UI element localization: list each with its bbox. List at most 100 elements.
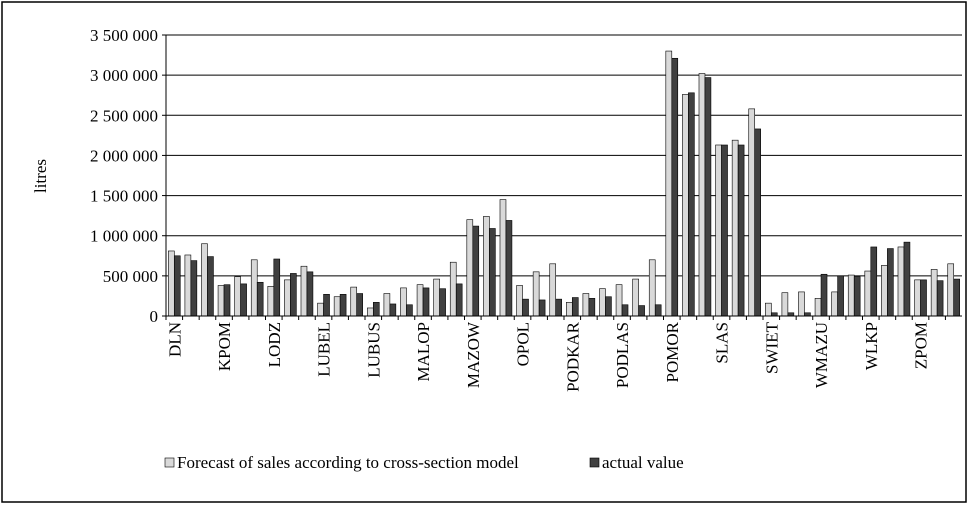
bar [621,304,629,317]
bar [472,225,480,317]
x-tick-label: SLAS [713,322,732,364]
bar [566,302,573,317]
bar [250,259,258,317]
bar [831,291,838,317]
x-tick-label: ZPOM [912,322,931,369]
bar [853,276,861,317]
bar [532,271,540,317]
x-tick-label: SWIET [762,321,781,374]
bar [284,279,291,317]
legend-label: actual value [602,453,684,472]
bar [323,294,330,317]
x-tick-label: WLKP [862,322,881,370]
bar [372,302,380,317]
bar [870,246,878,317]
bar [698,73,706,317]
bar [615,284,623,317]
bar [820,273,828,317]
bar [754,128,761,317]
y-tick-label: 2 000 000 [90,146,158,165]
x-tick-label: OPOL [514,322,533,366]
bar [168,250,175,317]
y-tick-label: 2 500 000 [90,106,158,125]
y-tick-label: 0 [150,307,159,326]
x-tick-label: PODKAR [563,321,582,392]
bar [914,279,921,317]
bar [416,284,424,317]
x-tick-label: LODZ [265,322,284,367]
bar [605,296,612,317]
bar [798,291,805,317]
bar [290,273,297,317]
bar [731,139,739,317]
bar [538,299,546,317]
bar [688,92,695,317]
bar [449,261,457,317]
bar [422,287,430,317]
bar [897,246,905,317]
bar [256,281,264,317]
bar [367,307,374,317]
bar [333,296,341,317]
bar [648,259,656,317]
bar [483,216,490,317]
bar [489,228,496,317]
bar [223,284,231,317]
legend-label: Forecast of sales according to cross-sec… [177,453,519,472]
x-tick-label: MALOP [414,322,433,382]
bar [837,275,844,317]
bar [383,293,391,317]
bar [516,285,523,317]
legend-swatch [589,457,600,468]
bar [555,298,562,317]
bar [433,278,440,317]
bar [704,77,712,317]
bar [300,265,308,317]
bar [217,285,225,317]
bar [173,255,181,317]
bar [721,144,728,317]
bar [267,285,275,317]
bar [947,263,955,317]
bar [903,241,911,317]
bar [240,283,247,317]
bar [466,219,474,317]
bar [930,269,938,317]
x-tick-label: POMOR [663,321,682,382]
y-tick-label: 1 500 000 [90,187,158,206]
x-tick-label: MAZOW [464,321,483,388]
bar [549,263,557,317]
bar [864,270,872,317]
y-tick-label: 500 000 [103,267,158,286]
bar [887,248,894,317]
bar [505,220,513,317]
y-tick-label: 3 000 000 [90,66,158,85]
bar [781,292,789,317]
bar [737,144,745,317]
bar [748,108,756,317]
bar [671,57,679,317]
bar [350,286,358,317]
x-tick-label: WMAZU [812,322,831,388]
bar [184,254,192,317]
y-axis-label: litres [31,159,50,193]
x-tick-label: LUBEL [315,322,334,377]
bar [190,260,198,317]
bar [814,298,822,317]
bar [920,279,927,317]
x-tick-label: KPOM [215,322,234,371]
y-tick-label: 1 000 000 [90,227,158,246]
bar [682,94,689,317]
bar [765,302,772,317]
legend-swatch [164,457,175,468]
bar [588,298,596,317]
bar [571,297,579,317]
x-tick-label: DLN [165,322,184,357]
bar [715,144,722,317]
bar [847,274,855,317]
bar [389,303,397,317]
bar [654,304,662,317]
x-tick-label: PODLAS [613,322,632,388]
bar [439,288,446,317]
